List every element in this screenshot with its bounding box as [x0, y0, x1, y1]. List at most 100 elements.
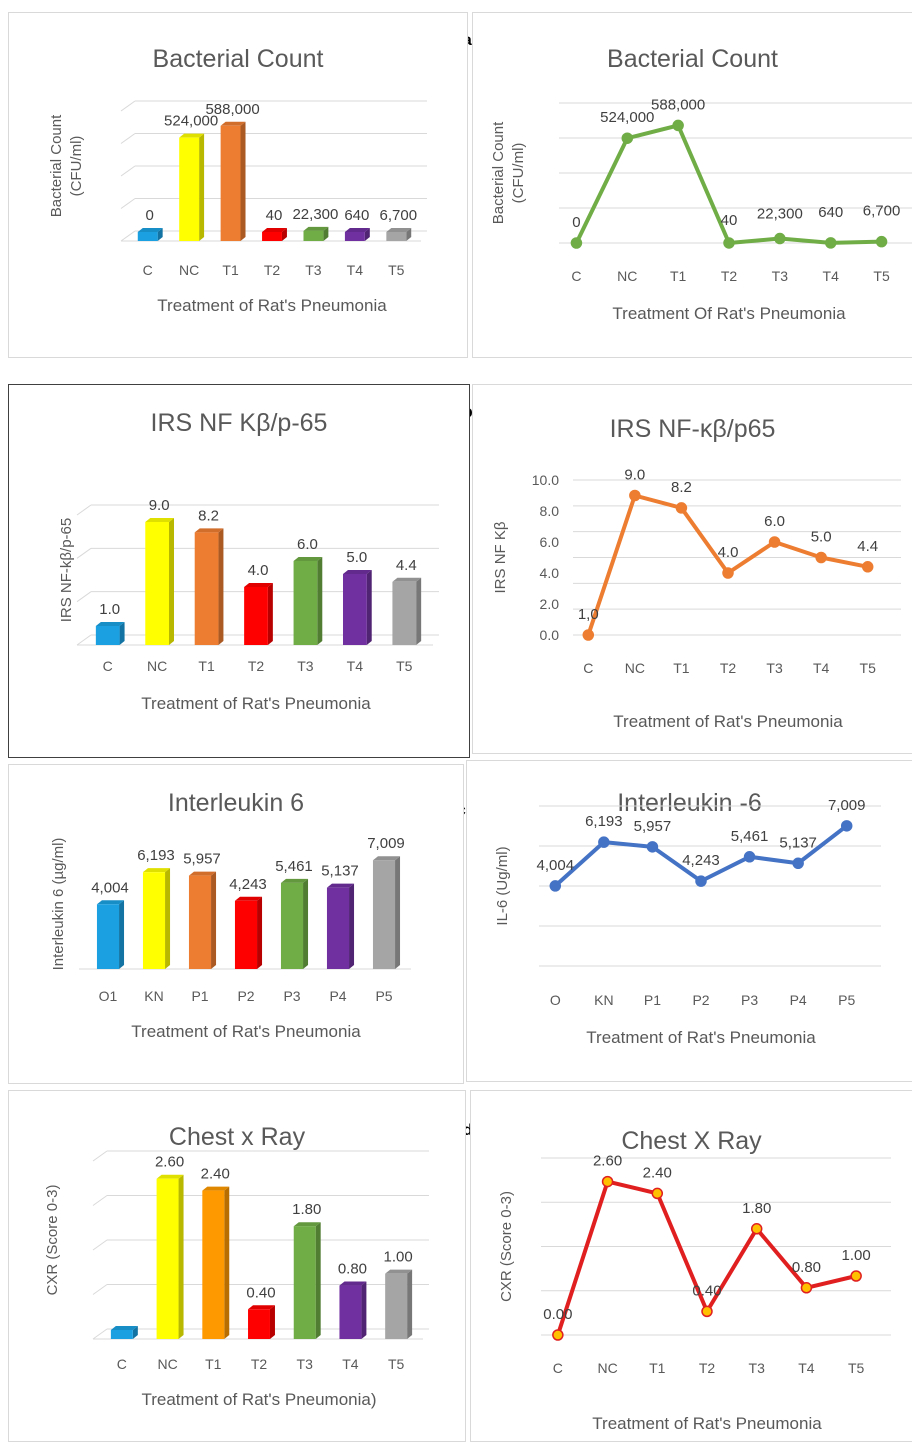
x-tick-label: NC: [179, 262, 199, 278]
bar-top: [386, 228, 412, 232]
x-tick-label: KN: [144, 988, 163, 1004]
data-point: [552, 1329, 564, 1341]
x-tick-label: P3: [741, 992, 758, 1008]
bar-side: [406, 228, 412, 241]
bar-side: [323, 226, 329, 241]
bar-side: [366, 570, 372, 645]
x-tick-label: NC: [597, 1360, 617, 1376]
data-label: 22,300: [757, 206, 803, 223]
gridline-depth: [120, 230, 136, 242]
bar: [96, 904, 120, 969]
bar-side: [349, 883, 355, 969]
x-tick-label: T4: [347, 658, 364, 674]
gridline-depth: [76, 634, 92, 646]
data-label: 2.60: [155, 1154, 184, 1171]
chart-svg: IRS NF-κβ/p65 0.0 2.0 4.0 6.0 8.0 10.0 IRS NF K…: [492, 415, 901, 731]
bar-side: [132, 1326, 138, 1339]
data-label: 9.0: [149, 497, 170, 514]
bar-side: [315, 1222, 321, 1339]
x-axis-label: Treatment of Rat's Pneumonia: [131, 1022, 361, 1041]
data-label: 1.80: [292, 1201, 321, 1218]
chart-title: Interleukin 6: [168, 789, 304, 817]
y-axis-label: Bacterial Count: [48, 114, 65, 217]
chart-svg: Interleukin 6 Interleukin 6 (µg/ml) Treatm…: [50, 789, 411, 1041]
x-tick-label: NC: [617, 268, 637, 284]
x-tick-label: T5: [873, 268, 890, 284]
gridline-depth: [120, 100, 136, 112]
data-label: 4,004: [91, 879, 129, 896]
data-point: [792, 857, 804, 870]
x-tick-label: P1: [644, 992, 661, 1008]
data-point: [646, 841, 659, 853]
data-label: 9.0: [624, 467, 645, 484]
bar-side: [178, 1174, 184, 1339]
x-tick-label: P2: [692, 992, 709, 1008]
chart-title: Interleukin -6: [617, 789, 762, 817]
x-tick-label: C: [553, 1360, 563, 1376]
x-tick-label: T4: [798, 1360, 815, 1376]
bar: [156, 1178, 179, 1339]
bar-top: [385, 1269, 413, 1274]
bar-top: [342, 570, 372, 574]
bar-top: [303, 226, 329, 231]
x-axis-label: Treatment of Rat's Pneumonia): [141, 1390, 376, 1409]
bar-top: [220, 121, 246, 126]
data-point: [750, 1223, 763, 1235]
y-axis-label: (CFU/ml): [68, 136, 85, 197]
data-point: [621, 132, 634, 144]
x-tick-label: NC: [625, 660, 645, 676]
bar-top: [293, 557, 323, 561]
y-axis-label: (CFU/ml): [510, 143, 527, 204]
bar: [386, 232, 407, 241]
data-point: [651, 1187, 664, 1200]
x-tick-label: T5: [848, 1360, 865, 1376]
bar-top: [392, 577, 422, 582]
bar: [244, 587, 268, 645]
x-tick-label: T1: [649, 1360, 666, 1376]
x-tick-label: C: [571, 268, 581, 284]
gridline-depth: [76, 591, 92, 603]
x-tick-label: T2: [248, 658, 265, 674]
chart-svg: Interleukin -6 IL-6 (Ug/ml) Treatment of R…: [494, 789, 881, 1047]
data-label: 1.0: [99, 601, 120, 618]
chart-svg: Chest X Ray CXR (Score 0-3) Treatment of R…: [498, 1127, 891, 1433]
bar: [339, 1285, 362, 1339]
x-tick-label: P4: [329, 988, 346, 1004]
series-line: [586, 493, 869, 636]
gridline-depth: [120, 165, 136, 177]
data-label: 7,009: [367, 835, 405, 852]
bar-side: [269, 1305, 275, 1339]
y-axis-label: CXR (Score 0-3): [44, 1185, 61, 1296]
bar-side: [218, 528, 224, 645]
x-tick-label: C: [103, 658, 113, 674]
data-point: [672, 119, 684, 132]
data-label: 5,957: [634, 818, 672, 835]
chart-bacterial-count-line: Bacterial Count Bacterial Count (CFU/ml) Tr…: [472, 12, 912, 358]
bar: [293, 1226, 316, 1339]
data-label: 640: [818, 204, 843, 221]
data-point: [701, 1305, 713, 1318]
y-tick-label: 2.0: [540, 596, 560, 612]
gridline-depth: [92, 1239, 108, 1251]
y-axis-label: Interleukin 6 (µg/ml): [50, 838, 67, 971]
bar: [262, 232, 282, 241]
x-tick-label: T3: [305, 262, 322, 278]
bar-top: [248, 1305, 275, 1310]
data-point: [840, 820, 853, 832]
data-label: 4.4: [396, 557, 417, 574]
bar-side: [119, 622, 125, 645]
bar: [392, 581, 417, 645]
bar-side: [416, 577, 422, 645]
data-label: 6.0: [764, 513, 785, 530]
data-label: 4,243: [229, 876, 267, 893]
bar-top: [234, 896, 263, 901]
x-tick-label: T1: [222, 262, 239, 278]
data-label: 4,004: [537, 857, 575, 874]
y-tick-label: 0.0: [540, 627, 560, 643]
data-label: 0.80: [338, 1261, 367, 1278]
y-axis-label: IRS NF-kβ/p-65: [58, 518, 75, 622]
data-point: [598, 836, 610, 848]
data-point: [824, 237, 837, 249]
data-label: 588,000: [651, 96, 705, 113]
y-tick-label: 6.0: [540, 534, 560, 550]
